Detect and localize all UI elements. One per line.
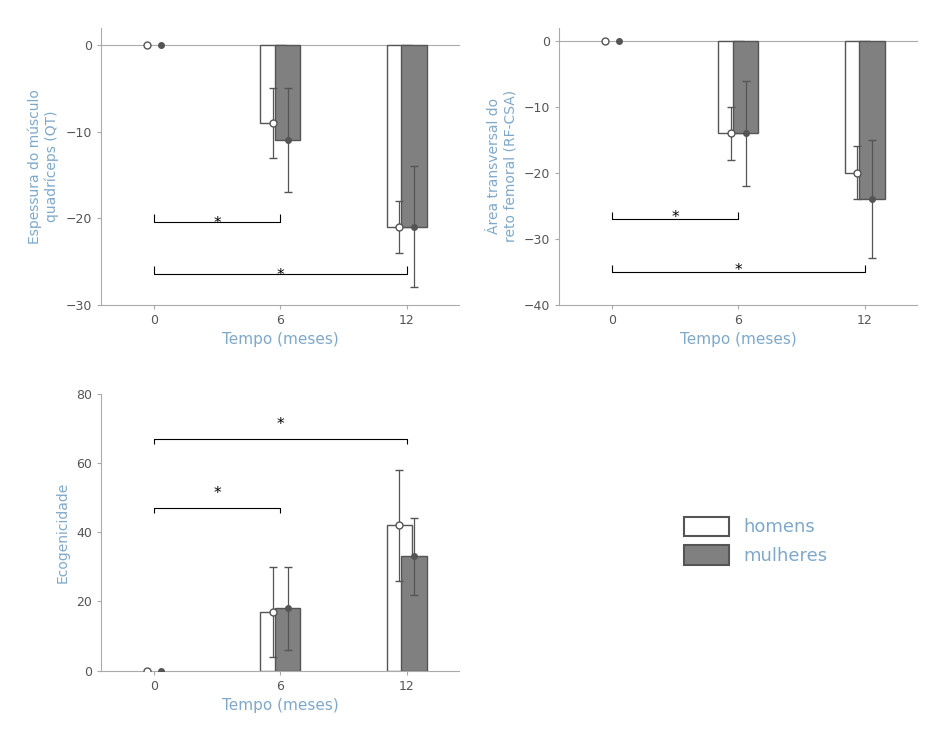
Bar: [386, 525, 412, 671]
Text: *: *: [213, 216, 221, 231]
Y-axis label: Espessura do músculo
quadríceps (QT): Espessura do músculo quadríceps (QT): [27, 89, 59, 244]
Y-axis label: Ecogenicidade: Ecogenicidade: [56, 482, 69, 583]
Bar: [386, 45, 412, 227]
Text: *: *: [733, 263, 741, 278]
Bar: [260, 45, 285, 123]
Bar: [717, 41, 743, 133]
Bar: [260, 612, 285, 671]
Legend: homens, mulheres: homens, mulheres: [666, 499, 845, 583]
X-axis label: Tempo (meses): Tempo (meses): [222, 698, 338, 714]
Bar: [401, 45, 426, 227]
X-axis label: Tempo (meses): Tempo (meses): [222, 332, 338, 348]
Bar: [275, 608, 300, 671]
Bar: [844, 41, 869, 173]
Text: *: *: [670, 210, 679, 225]
Bar: [858, 41, 884, 199]
Text: *: *: [277, 417, 284, 432]
Y-axis label: Área transversal do
reto femoral (RF-CSA): Área transversal do reto femoral (RF-CSA…: [486, 90, 516, 242]
Text: *: *: [213, 486, 221, 501]
Bar: [275, 45, 300, 140]
Bar: [401, 556, 426, 671]
Bar: [733, 41, 757, 133]
Text: *: *: [277, 268, 284, 283]
X-axis label: Tempo (meses): Tempo (meses): [680, 332, 796, 348]
